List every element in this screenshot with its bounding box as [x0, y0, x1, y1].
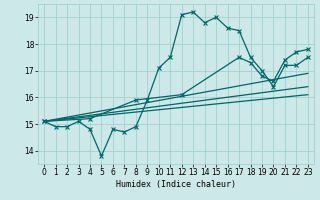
X-axis label: Humidex (Indice chaleur): Humidex (Indice chaleur) [116, 180, 236, 189]
